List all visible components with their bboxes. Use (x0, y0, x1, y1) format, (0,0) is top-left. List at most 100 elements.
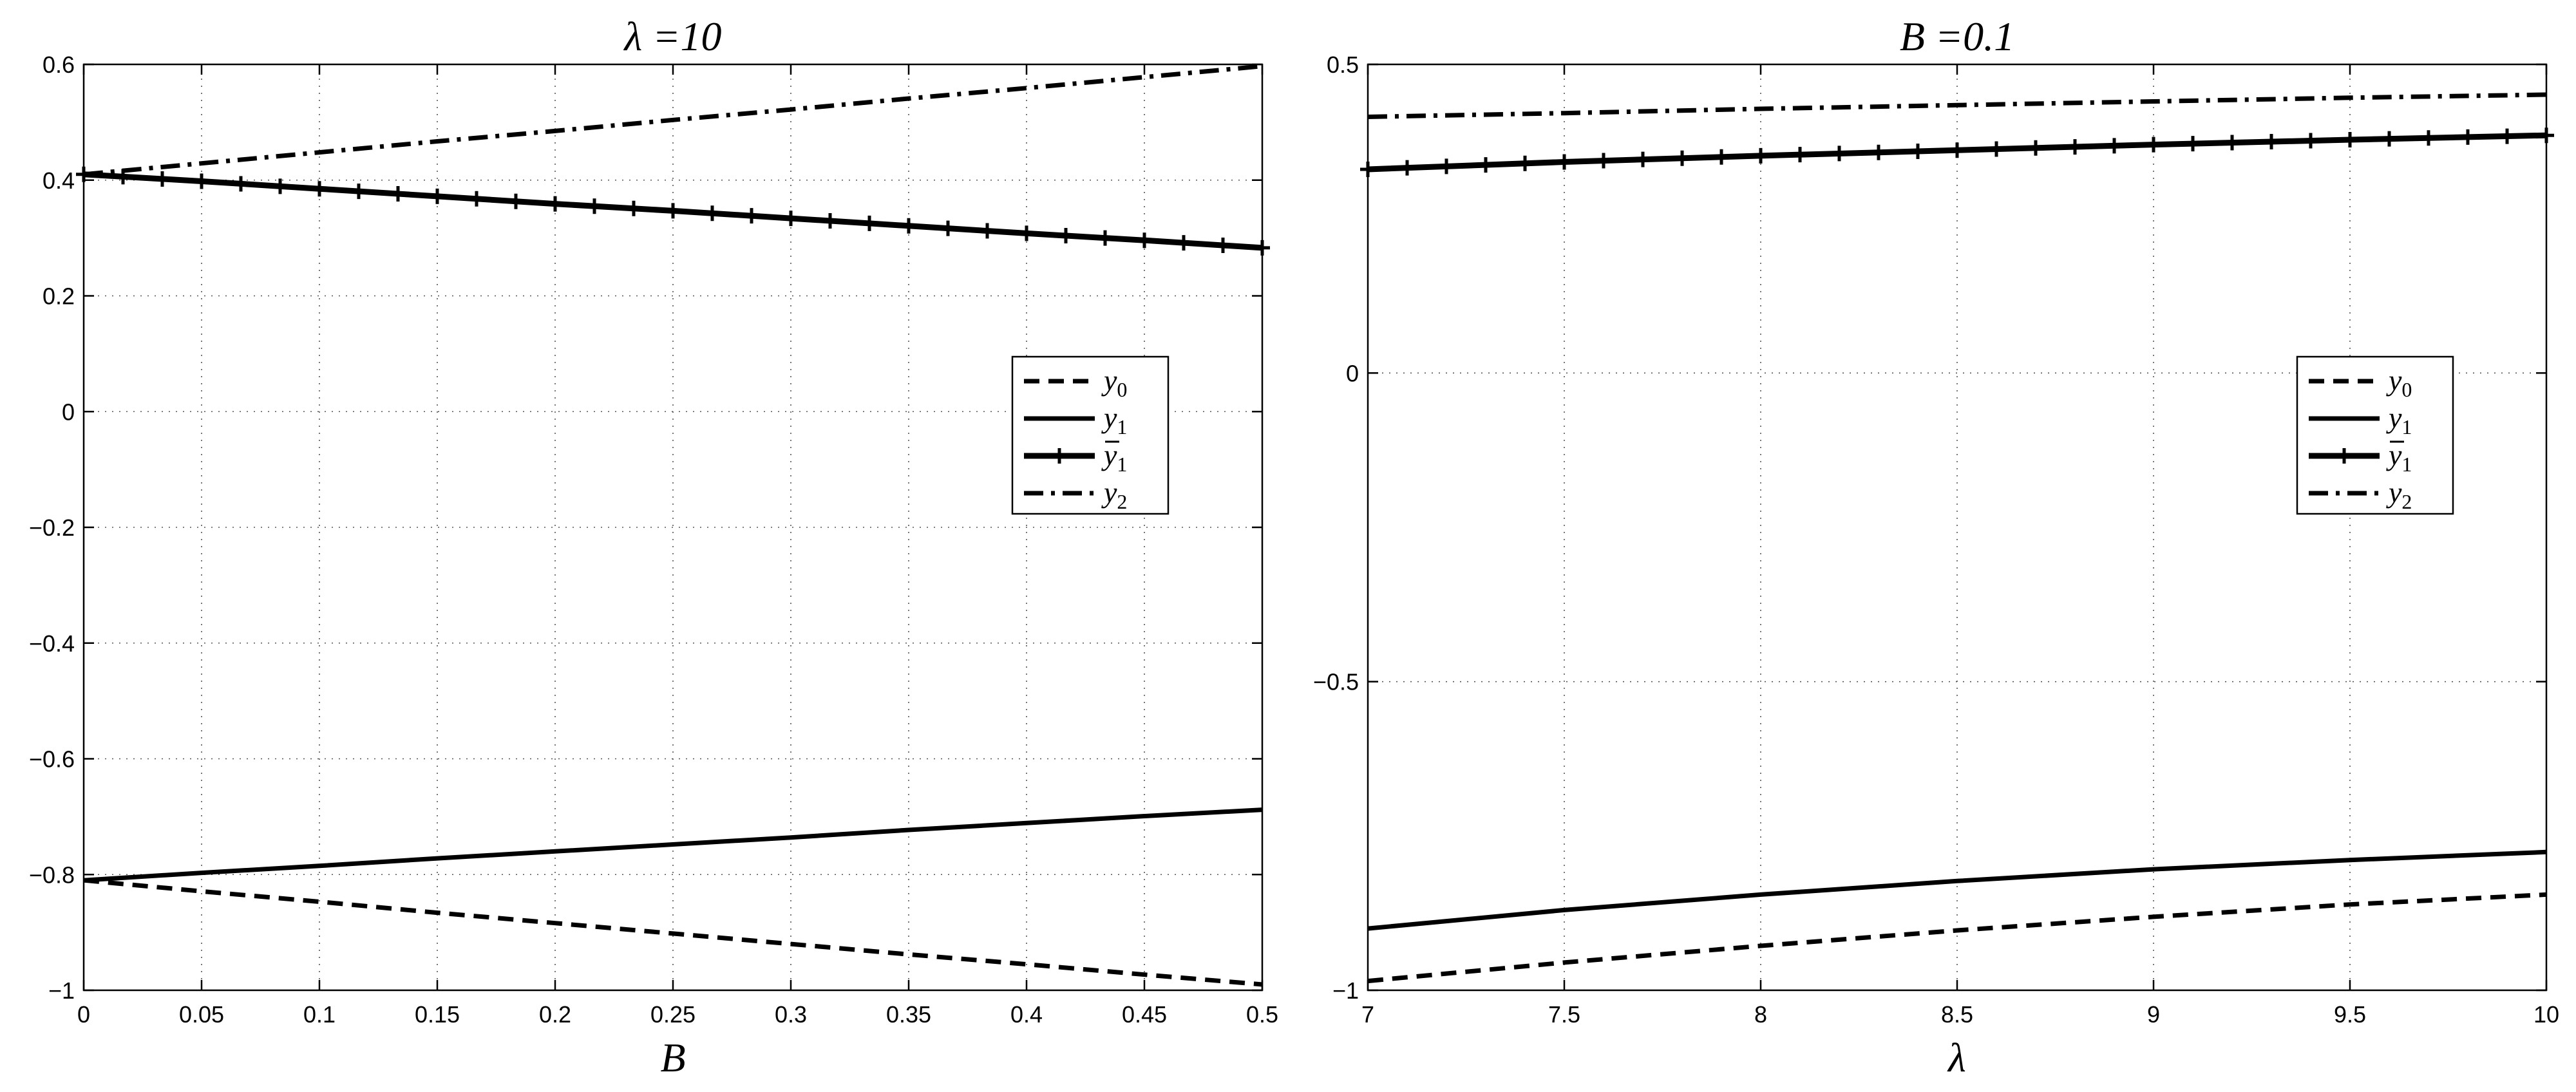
series-marker-plus (272, 178, 288, 194)
x-tick-label: 0.25 (650, 1001, 696, 1028)
series-marker-plus (2067, 139, 2083, 155)
chart-title: B =0.1 (1900, 14, 2014, 59)
series-marker-plus (2185, 136, 2201, 152)
series-marker-plus (2421, 130, 2436, 146)
y-tick-label: 0.6 (43, 52, 75, 78)
x-tick-label: 8 (1754, 1001, 1767, 1028)
legend-label-y0: y0 (2386, 364, 2412, 401)
series-marker-plus (2303, 133, 2318, 149)
series-marker-plus (430, 188, 445, 204)
series-line-y2 (83, 64, 1263, 177)
legend-label-y1: y1 (1101, 401, 1127, 438)
series-marker-plus (1674, 150, 1690, 166)
legend-label-ȳ1: y1 (1101, 438, 1127, 476)
legend-label-subscript: 2 (1117, 490, 1127, 513)
legend-label-ȳ1: y1 (2386, 438, 2412, 476)
series-marker-plus (744, 208, 759, 224)
y-tick-label: 0 (1346, 360, 1359, 386)
legend-label-base: y (1101, 438, 1117, 471)
series (76, 64, 1270, 987)
series-line-y1 (1367, 849, 2547, 931)
legend-label-y1: y1 (2386, 401, 2412, 438)
y-tick-label: 0.4 (43, 167, 75, 194)
series-marker-plus (2382, 131, 2397, 147)
legend-label-subscript: 0 (1117, 378, 1127, 401)
series-marker-plus (783, 211, 799, 227)
x-tick-label: 9 (2147, 1001, 2160, 1028)
legend-marker-plus (2336, 448, 2352, 464)
legend-label-base: y (2386, 438, 2402, 471)
series-line-y0 (1367, 892, 2547, 984)
series-marker-plus (1137, 232, 1152, 249)
series-line-y0 (83, 878, 1263, 987)
legend-label-base: y (2386, 401, 2402, 434)
series-marker-plus (940, 220, 956, 236)
legend-label-base: y (1101, 364, 1117, 397)
series-marker-plus (1439, 158, 1454, 174)
legend-label-subscript: 1 (1117, 453, 1127, 476)
x-tick-label: 0.4 (1010, 1001, 1043, 1028)
series-marker-plus (587, 198, 602, 214)
x-tick-label: 0 (77, 1001, 90, 1028)
legend-label-y0: y0 (1101, 364, 1127, 401)
legend-label-base: y (1101, 401, 1117, 434)
legend-label-y2: y2 (2386, 476, 2412, 513)
x-axis-label: λ (1947, 1035, 1966, 1080)
series-marker-plus (1399, 160, 1415, 176)
ticks: 7 7.5 8 8.5 9 9.5 10−1−0.500.5 (1313, 52, 2559, 1028)
y-tick-label: −1 (48, 977, 75, 1004)
series-marker-plus (901, 218, 916, 234)
x-tick-label: 0.2 (539, 1001, 571, 1028)
grid (84, 64, 1262, 990)
legend-label-subscript: 1 (2401, 415, 2412, 438)
series-marker-plus (2539, 127, 2554, 144)
series-marker-plus (980, 223, 995, 239)
series-marker-plus (2146, 136, 2161, 153)
legend-label-subscript: 1 (1117, 415, 1127, 438)
series-marker-plus (1832, 146, 1847, 162)
legend-label-y2: y2 (1101, 476, 1127, 513)
series-marker-plus (2264, 134, 2279, 150)
series-marker-plus (1255, 240, 1270, 256)
y-tick-label: 0.2 (43, 283, 75, 310)
y-tick-label: −0.5 (1313, 669, 1359, 695)
series-marker-plus (1635, 151, 1651, 167)
x-axis-label: B (660, 1035, 685, 1080)
legend-label-base: y (2386, 364, 2402, 397)
series-marker-plus (1058, 228, 1074, 244)
series-marker-plus (1871, 144, 1886, 160)
y-tick-label: −0.8 (29, 861, 75, 888)
chart-title: λ =10 (623, 14, 722, 59)
grid (1368, 64, 2546, 990)
series-marker-plus (2224, 135, 2240, 151)
series-marker-plus (1792, 147, 1808, 163)
series-marker-plus (1753, 147, 1768, 164)
y-tick-label: −0.2 (29, 514, 75, 541)
series-marker-plus (2460, 129, 2476, 145)
series-marker-plus (1714, 149, 1729, 165)
series-marker-plus (705, 205, 720, 221)
series-marker-plus (2107, 138, 2122, 154)
series-marker-plus (2028, 140, 2043, 156)
series-marker-plus (194, 173, 209, 189)
y-tick-label: 0 (62, 399, 75, 425)
x-tick-label: 0.3 (775, 1001, 807, 1028)
series-marker-plus (1478, 157, 1493, 173)
series-marker-plus (508, 193, 524, 209)
y-tick-label: −0.6 (29, 746, 75, 773)
series-marker-plus (155, 171, 170, 187)
x-tick-label: 0.45 (1122, 1001, 1167, 1028)
series-marker-plus (2342, 131, 2358, 147)
series-marker-plus (822, 212, 838, 229)
series (1360, 92, 2554, 984)
series-marker-plus (469, 191, 484, 207)
legend-marker-plus (1052, 448, 1067, 464)
series-marker-plus (1989, 141, 2004, 157)
series-marker-plus (1360, 161, 1376, 177)
series-line-y1 (83, 807, 1263, 883)
legend-label-base: y (1101, 476, 1117, 509)
